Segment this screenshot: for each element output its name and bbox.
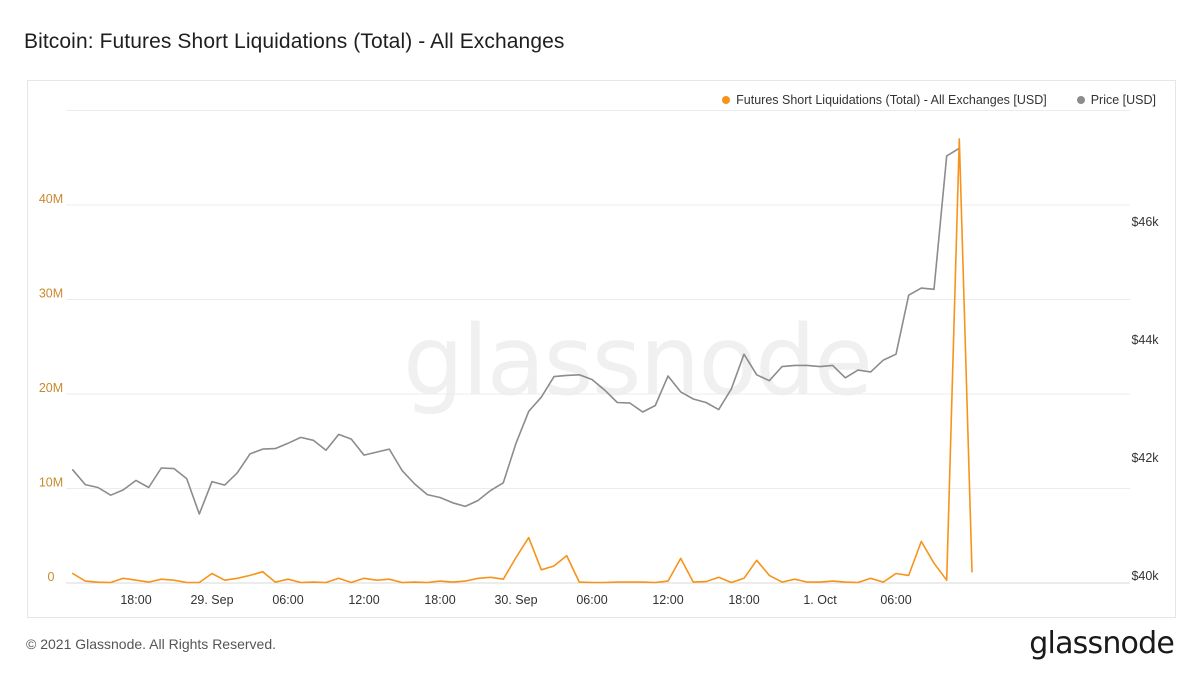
series-line-price — [71, 147, 961, 515]
glassnode-logo: glassnode — [1029, 626, 1175, 661]
x-axis-tick-label: 12:00 — [652, 593, 683, 607]
watermark-logo: glassnode — [403, 305, 873, 417]
x-axis-tick-label: 06:00 — [576, 593, 607, 607]
left-axis-tick-label: 30M — [39, 287, 63, 301]
x-axis-tick-label: 29. Sep — [190, 593, 233, 607]
legend-label-liquidations: Futures Short Liquidations (Total) - All… — [736, 93, 1047, 107]
left-axis-tick-label: 20M — [39, 381, 63, 395]
chart-legend: Futures Short Liquidations (Total) - All… — [722, 93, 1156, 107]
chart-title: Bitcoin: Futures Short Liquidations (Tot… — [24, 30, 565, 53]
legend-item-price[interactable]: Price [USD] — [1076, 93, 1156, 107]
legend-item-liquidations[interactable]: Futures Short Liquidations (Total) - All… — [722, 93, 1047, 107]
x-axis-tick-label: 18:00 — [424, 593, 455, 607]
chart-panel: Futures Short Liquidations (Total) - All… — [27, 80, 1176, 618]
left-axis-tick-label: 40M — [39, 192, 63, 206]
left-axis-tick-label: 10M — [39, 476, 63, 490]
left-axis-tick-label: 0 — [48, 570, 55, 584]
right-axis-tick-label: $46k — [1131, 215, 1159, 229]
right-axis-tick-label: $40k — [1131, 569, 1159, 583]
x-axis-tick-label: 30. Sep — [494, 593, 537, 607]
x-axis-tick-label: 06:00 — [880, 593, 911, 607]
x-axis-tick-label: 18:00 — [728, 593, 759, 607]
x-axis-tick-label: 1. Oct — [803, 593, 837, 607]
legend-dot-liquidations — [722, 96, 731, 104]
copyright-text: © 2021 Glassnode. All Rights Reserved. — [26, 636, 277, 652]
legend-label-price: Price [USD] — [1090, 93, 1156, 107]
x-axis-tick-label: 06:00 — [272, 593, 303, 607]
right-axis-tick-label: $42k — [1131, 451, 1159, 465]
legend-dot-price — [1076, 96, 1085, 104]
series-line-liquidations — [71, 138, 973, 584]
x-axis-tick-label: 18:00 — [120, 593, 151, 607]
right-axis-tick-label: $44k — [1131, 333, 1159, 347]
x-axis-tick-label: 12:00 — [348, 593, 379, 607]
